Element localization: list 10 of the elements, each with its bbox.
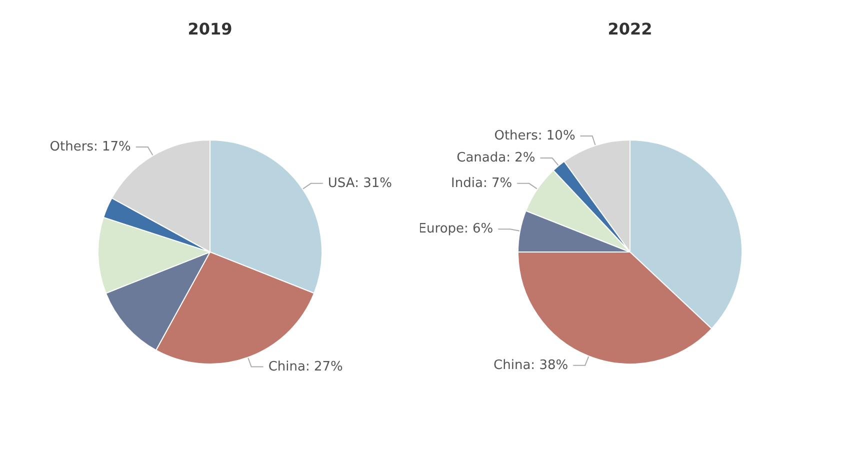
slice-label: Europe: 6% [418, 222, 494, 237]
slice-label: Others: 10% [494, 128, 576, 144]
slice-label: Canada: 2% [456, 150, 536, 166]
chart-title: 2019 [188, 20, 232, 38]
slice-label: Others: 17% [50, 139, 131, 154]
slice-label: USA: 31% [328, 176, 392, 191]
slice-label: China: 27% [268, 359, 343, 374]
chart-title: 2022 [608, 20, 652, 38]
slice-label: India: 7% [451, 176, 512, 191]
slice-label: China: 38% [494, 358, 568, 373]
